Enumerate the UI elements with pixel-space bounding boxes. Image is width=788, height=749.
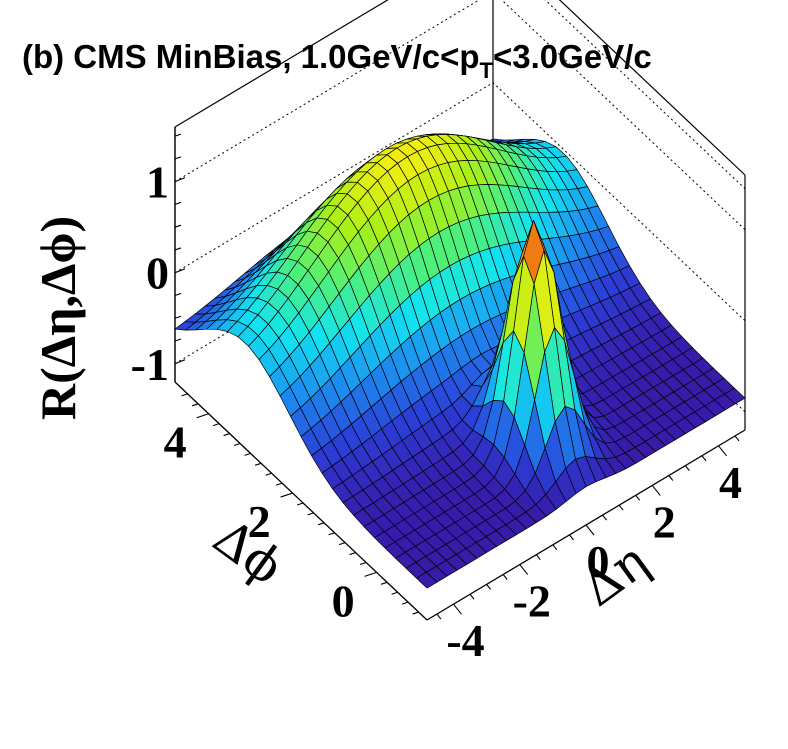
x-tick bbox=[718, 445, 727, 457]
x-axis-label: Δη bbox=[571, 532, 659, 618]
x-tick bbox=[436, 613, 442, 620]
x-tick bbox=[552, 544, 558, 551]
y-tick bbox=[349, 552, 356, 556]
y-tick bbox=[328, 532, 335, 536]
y-tick bbox=[196, 413, 209, 419]
y-tick bbox=[412, 611, 419, 615]
z-tick bbox=[174, 177, 186, 183]
svg-text:(b) CMS MinBias, 1.0GeV/c<pT<3: (b) CMS MinBias, 1.0GeV/c<pT<3.0GeV/c bbox=[22, 38, 652, 83]
y-tick bbox=[338, 542, 346, 546]
x-tick bbox=[734, 435, 740, 442]
x-tick bbox=[701, 455, 707, 462]
z-tick bbox=[174, 359, 186, 365]
z-tick bbox=[174, 224, 182, 228]
wall-top-left bbox=[174, 0, 389, 128]
y-tick-label-0: 0 bbox=[332, 575, 355, 626]
y-tick bbox=[233, 442, 241, 447]
x-tick bbox=[651, 485, 661, 496]
x-tick bbox=[635, 494, 641, 501]
y-axis-line bbox=[174, 381, 428, 621]
x-tick bbox=[585, 524, 595, 536]
x-tick-label-0: -4 bbox=[446, 615, 484, 666]
z-tick bbox=[174, 156, 182, 160]
title-subscript: T bbox=[480, 58, 494, 83]
z-tick-label-1: 0 bbox=[146, 248, 169, 299]
y-tick bbox=[265, 472, 272, 476]
y-axis-label: Δϕ bbox=[203, 508, 294, 596]
wall-gridline-2 bbox=[174, 0, 746, 231]
y-tick bbox=[380, 581, 388, 585]
x-tick-label-1: -2 bbox=[513, 576, 551, 627]
x-tick bbox=[602, 514, 607, 521]
chart-title: (b) CMS MinBias, 1.0GeV/c<pT<3.0GeV/c bbox=[22, 38, 652, 83]
z-tick-label-2: 1 bbox=[146, 157, 169, 208]
x-tick bbox=[469, 593, 475, 600]
y-tick-label-1: 2 bbox=[248, 496, 271, 547]
z-tick-label-0: -1 bbox=[131, 339, 169, 390]
z-tick bbox=[174, 338, 182, 342]
y-tick bbox=[212, 423, 220, 427]
x-tick bbox=[486, 584, 492, 590]
x-tick bbox=[535, 554, 541, 561]
x-tick bbox=[618, 504, 624, 511]
y-tick bbox=[254, 462, 262, 466]
wall-gridline-1 bbox=[174, 82, 746, 322]
x-tick-label-4: 4 bbox=[719, 457, 742, 508]
y-tick bbox=[359, 561, 367, 566]
y-tick bbox=[280, 492, 293, 498]
y-tick bbox=[223, 433, 230, 437]
x-tick bbox=[502, 574, 508, 580]
x-tick-label-2: 0 bbox=[587, 536, 610, 587]
y-tick bbox=[364, 571, 377, 577]
y-tick bbox=[317, 522, 325, 526]
y-tick bbox=[181, 393, 188, 397]
z-tick bbox=[174, 315, 182, 319]
wall-top-right bbox=[558, 0, 746, 176]
x-tick bbox=[668, 475, 674, 481]
title-end: <3.0GeV/c bbox=[493, 38, 652, 75]
x-tick bbox=[684, 465, 690, 471]
title-main: (b) CMS MinBias, 1.0GeV/c<p bbox=[22, 38, 480, 75]
surface-mesh bbox=[174, 133, 746, 589]
y-tick-label-2: 4 bbox=[164, 417, 187, 468]
y-tick bbox=[401, 601, 409, 605]
z-tick bbox=[174, 133, 182, 137]
surface-cell-0-0 bbox=[416, 571, 438, 589]
z-tick bbox=[174, 201, 182, 205]
x-tick bbox=[569, 534, 574, 541]
z-axis-label: R(Δη,Δϕ) bbox=[30, 216, 86, 420]
x-tick bbox=[453, 603, 462, 615]
y-tick bbox=[307, 512, 314, 516]
y-tick bbox=[296, 502, 304, 506]
x-tick-label-3: 2 bbox=[653, 496, 676, 547]
y-tick bbox=[244, 452, 251, 456]
y-tick bbox=[275, 482, 283, 486]
y-tick bbox=[391, 591, 398, 595]
y-tick bbox=[191, 403, 199, 407]
z-tick bbox=[174, 268, 186, 274]
z-tick bbox=[174, 247, 182, 251]
x-tick bbox=[519, 564, 529, 575]
z-tick bbox=[174, 292, 182, 297]
